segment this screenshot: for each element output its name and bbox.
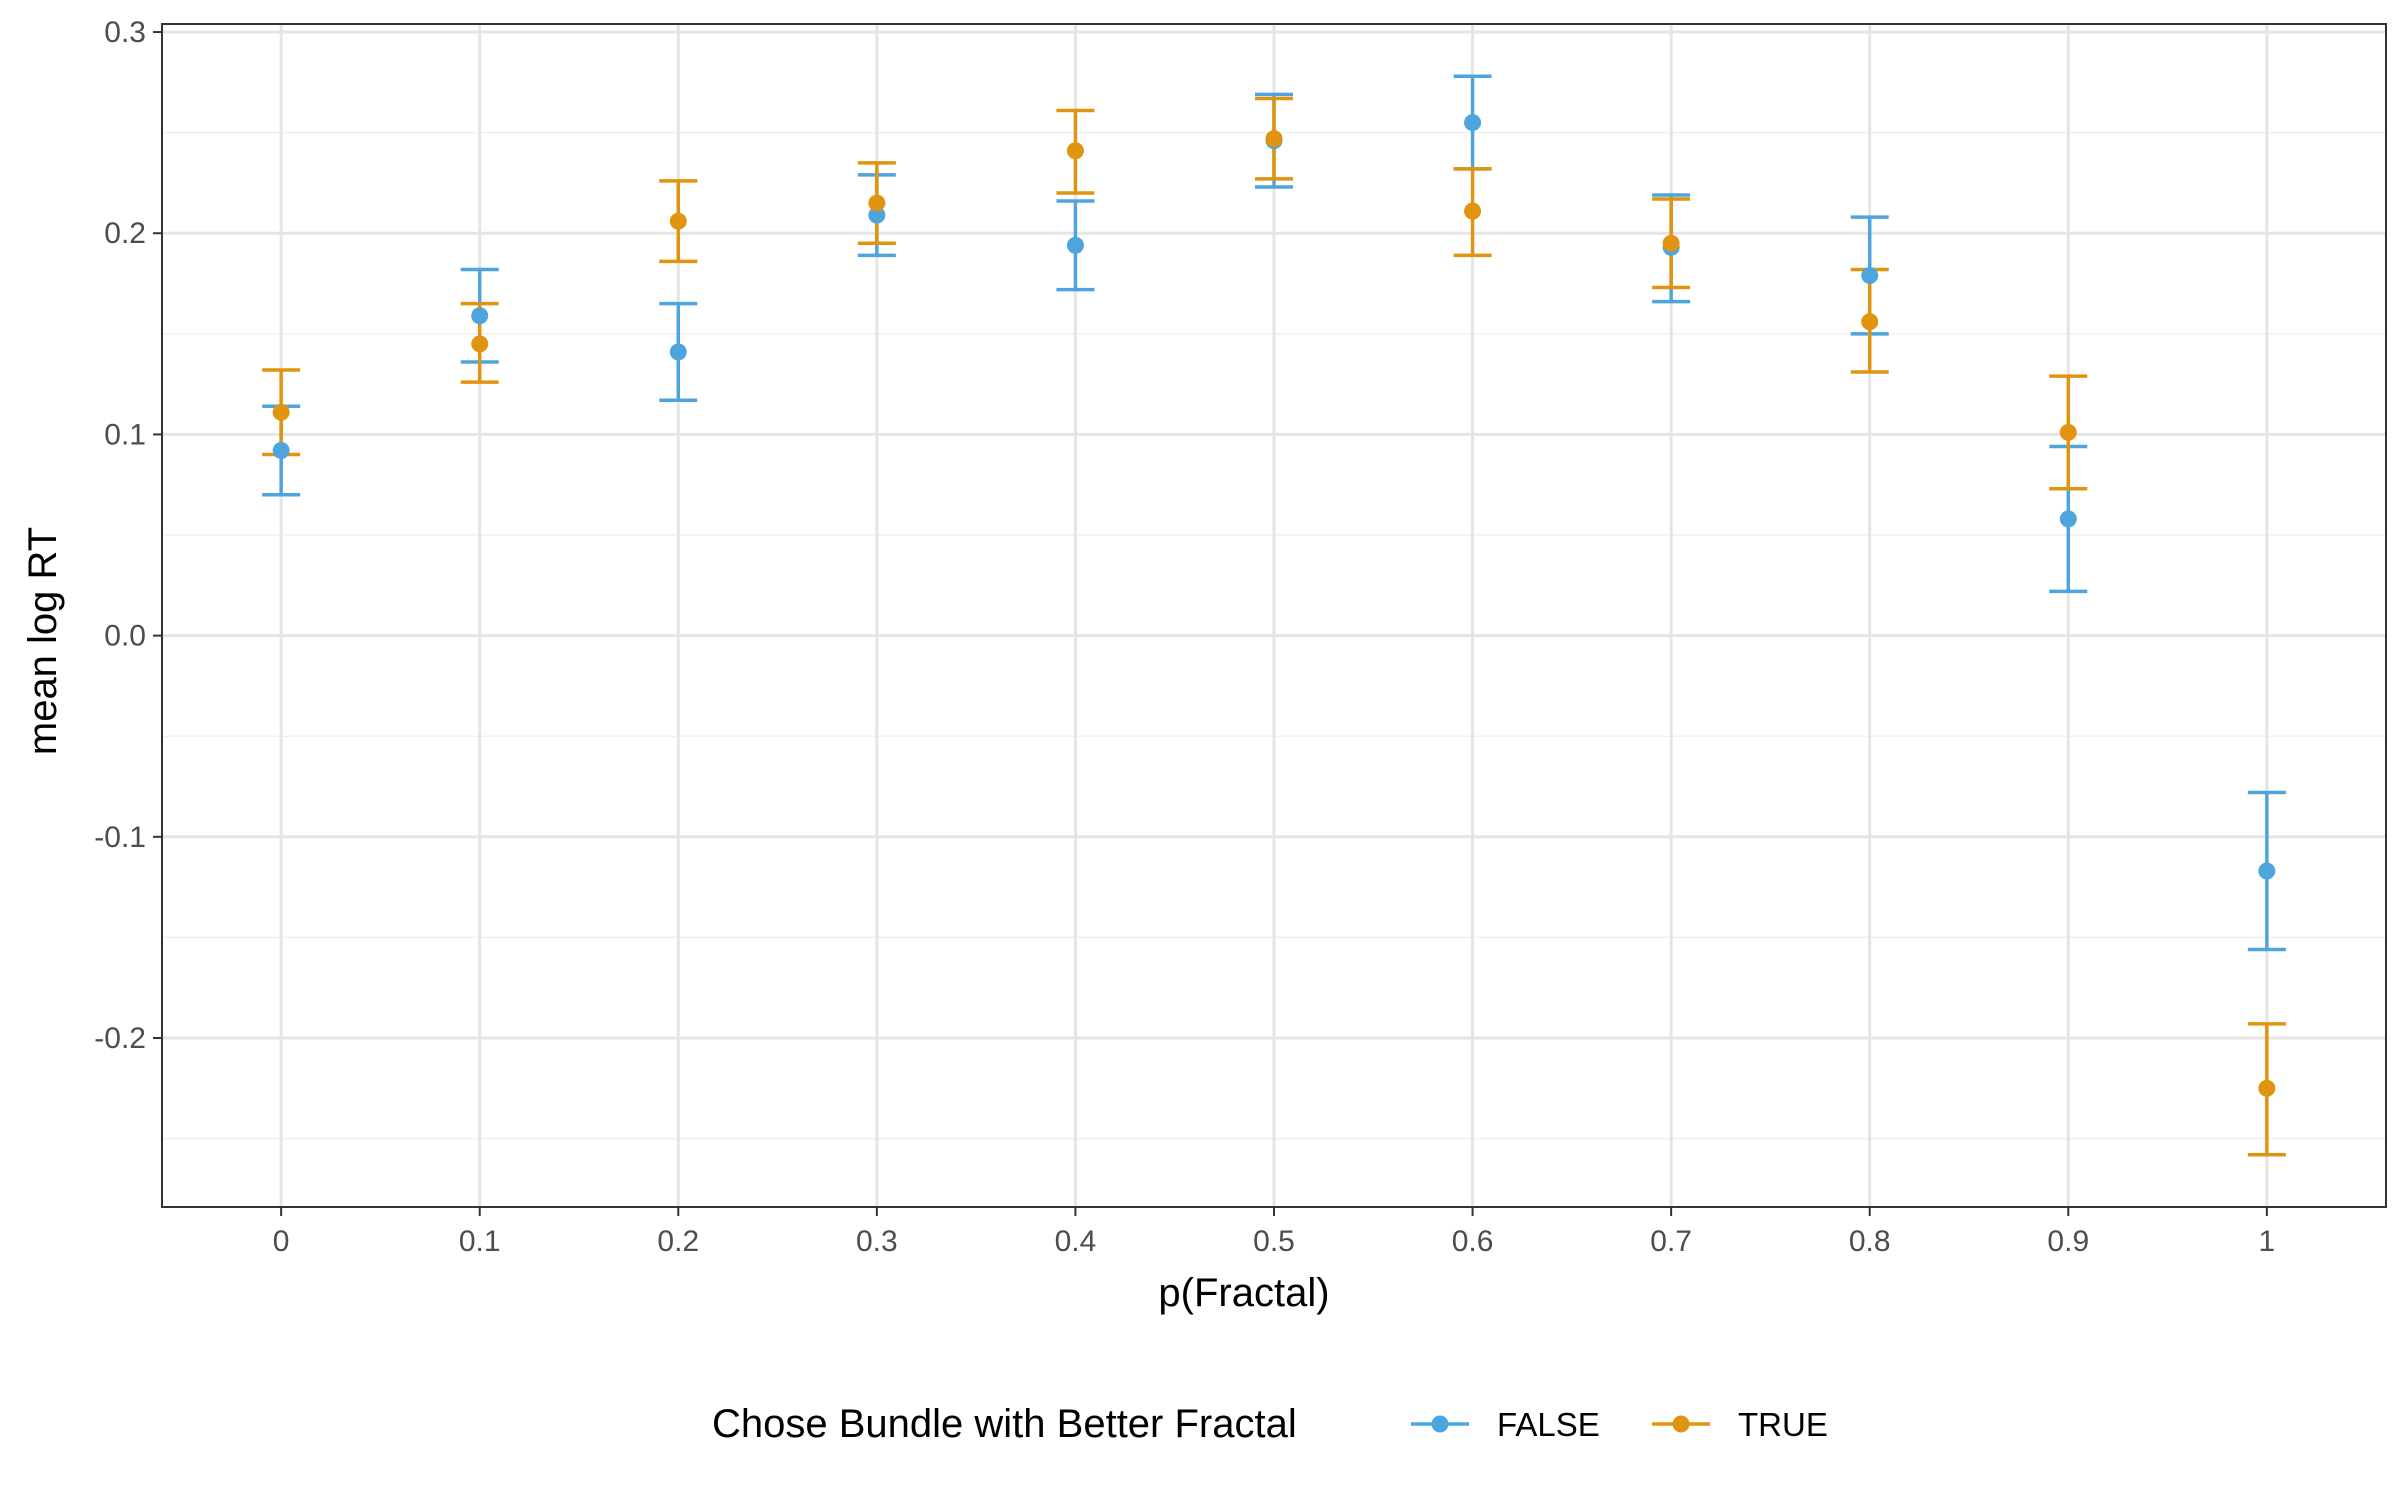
- point-false: [272, 442, 290, 460]
- y-tick-label: 0.2: [104, 217, 146, 250]
- x-tick-label: 0.8: [1849, 1225, 1891, 1258]
- x-tick-label: 0: [273, 1225, 290, 1258]
- point-true: [2059, 423, 2077, 441]
- point-true: [1066, 142, 1084, 160]
- legend-dot-true: [1672, 1415, 1690, 1433]
- x-tick-labels: 0 0.1 0.2 0.3 0.4 0.5 0.6 0.7 0.8 0.9 1: [273, 1225, 2275, 1258]
- legend: Chose Bundle with Better Fractal FALSE TR…: [712, 1402, 1828, 1446]
- legend-label-false: FALSE: [1497, 1406, 1600, 1443]
- x-tick-label: 0.9: [2047, 1225, 2089, 1258]
- point-true: [868, 194, 886, 212]
- point-true: [2258, 1079, 2276, 1097]
- x-tick-label: 0.5: [1253, 1225, 1295, 1258]
- point-true: [1861, 313, 1879, 331]
- point-false: [669, 343, 687, 361]
- legend-label-true: TRUE: [1738, 1406, 1828, 1443]
- y-tick-label: -0.1: [94, 821, 146, 854]
- axis-ticks: [153, 31, 2268, 1216]
- data-points: [272, 114, 2276, 1097]
- legend-dot-false: [1431, 1415, 1449, 1433]
- point-true: [1265, 130, 1283, 148]
- y-axis-title: mean log RT: [21, 527, 65, 755]
- y-tick-label: 0.1: [104, 418, 146, 451]
- point-true: [272, 403, 290, 421]
- x-tick-label: 0.4: [1055, 1225, 1097, 1258]
- point-true: [1662, 234, 1680, 252]
- point-false: [868, 206, 886, 224]
- point-true: [1464, 202, 1482, 220]
- point-false: [471, 307, 489, 325]
- x-tick-label: 0.6: [1452, 1225, 1494, 1258]
- point-false: [2059, 510, 2077, 528]
- x-tick-label: 0.2: [657, 1225, 699, 1258]
- legend-keys: FALSE TRUE: [1411, 1406, 1828, 1443]
- y-tick-label: 0.3: [104, 16, 146, 49]
- y-tick-labels: -0.2 -0.1 0.0 0.1 0.2 0.3: [94, 16, 146, 1055]
- x-tick-label: 0.7: [1650, 1225, 1692, 1258]
- x-tick-label: 0.1: [459, 1225, 501, 1258]
- legend-key-false: FALSE: [1411, 1406, 1600, 1443]
- x-tick-label: 0.3: [856, 1225, 898, 1258]
- x-tick-label: 1: [2259, 1225, 2276, 1258]
- point-false: [1066, 236, 1084, 254]
- legend-title: Chose Bundle with Better Fractal: [712, 1402, 1297, 1446]
- y-tick-label: -0.2: [94, 1022, 146, 1055]
- y-tick-label: 0.0: [104, 620, 146, 653]
- legend-key-true: TRUE: [1652, 1406, 1828, 1443]
- point-false: [1861, 266, 1879, 284]
- x-axis-title: p(Fractal): [1158, 1271, 1329, 1315]
- point-true: [471, 335, 489, 353]
- point-false: [1464, 114, 1482, 132]
- grid-major: [162, 24, 2386, 1207]
- point-true: [669, 212, 687, 230]
- point-false: [2258, 862, 2276, 880]
